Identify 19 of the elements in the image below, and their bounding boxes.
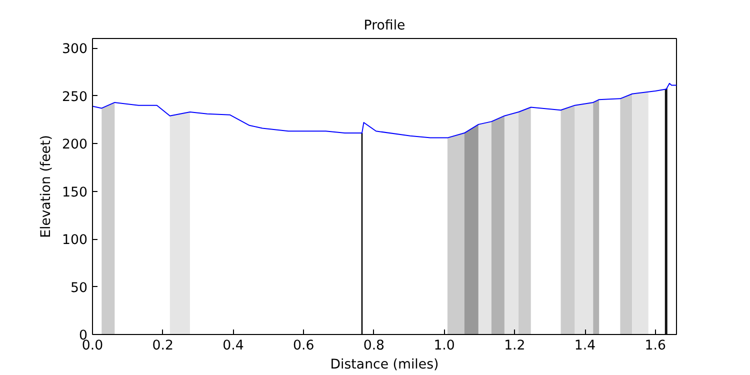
y-axis-title: Elevation (feet) bbox=[39, 135, 54, 238]
x-axis-title: Distance (miles) bbox=[330, 358, 439, 372]
y-tick-label: 200 bbox=[62, 138, 88, 153]
x-tick-label: 0.2 bbox=[152, 338, 174, 354]
y-tick-label: 150 bbox=[62, 185, 88, 200]
x-tick-label: 1.6 bbox=[644, 338, 666, 354]
chart-title: Profile bbox=[364, 18, 406, 34]
y-tick-label: 300 bbox=[62, 42, 88, 58]
x-tick-label: 0.0 bbox=[82, 338, 104, 354]
x-tick-label: 0.4 bbox=[222, 338, 244, 354]
x-tick-label: 1.2 bbox=[504, 338, 526, 354]
y-tick-label: 250 bbox=[62, 90, 88, 105]
x-tick-label: 1.4 bbox=[574, 338, 596, 354]
x-tick-label: 0.6 bbox=[292, 338, 314, 354]
y-tick-label: 50 bbox=[70, 280, 88, 296]
line-series bbox=[92, 82, 676, 138]
x-tick-label: 1.0 bbox=[434, 338, 455, 354]
x-tick-label: 0.8 bbox=[363, 338, 385, 354]
y-tick-label: 100 bbox=[62, 233, 88, 248]
